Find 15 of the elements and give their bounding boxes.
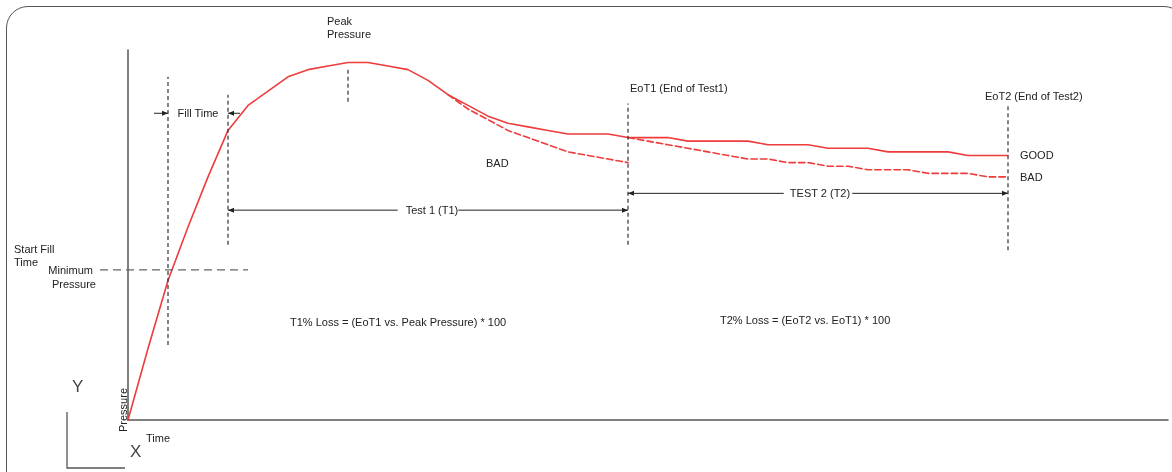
annotation: Fill Time bbox=[177, 107, 219, 119]
series-label: GOOD bbox=[1020, 149, 1054, 162]
annotation: Test 1 (T1) bbox=[405, 204, 459, 216]
y-axis-title: Pressure bbox=[116, 387, 129, 432]
text: BAD bbox=[486, 156, 509, 169]
annotation: TEST 2 (T2) bbox=[789, 187, 851, 199]
annotation: T2% Loss = (EoT2 vs. EoT1) * 100 bbox=[720, 314, 891, 326]
annotation: T1% Loss = (EoT1 vs. Peak Pressure) * 100 bbox=[290, 316, 507, 328]
text: Y bbox=[72, 376, 84, 396]
x-axis-title: Time bbox=[146, 431, 171, 444]
annotation: EoT1 (End of Test1) bbox=[630, 82, 728, 94]
series-label: BAD bbox=[1020, 170, 1043, 183]
text: X bbox=[130, 441, 142, 461]
annotation: EoT2 (End of Test2) bbox=[985, 90, 1083, 102]
text: Peak Pressure bbox=[327, 14, 372, 41]
